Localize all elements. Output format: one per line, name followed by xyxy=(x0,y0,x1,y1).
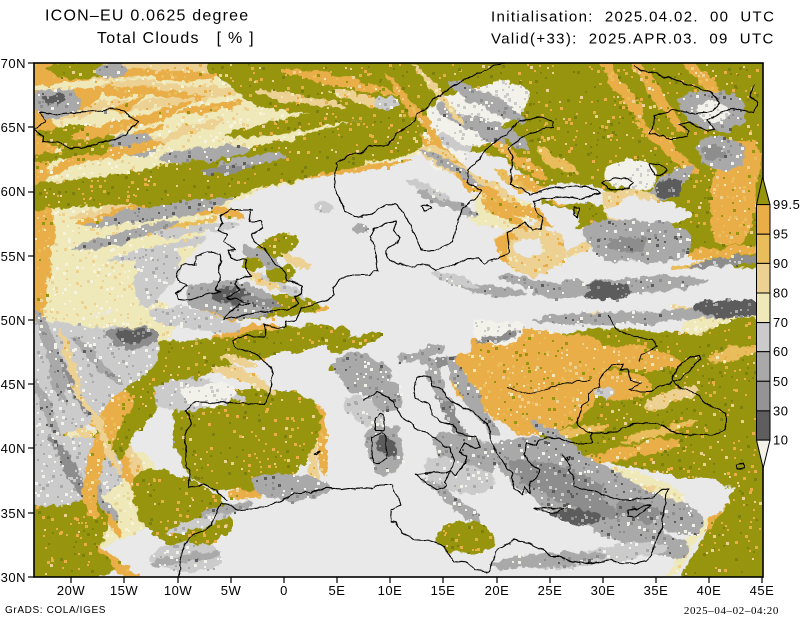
svg-text:20W: 20W xyxy=(57,583,85,598)
svg-text:10W: 10W xyxy=(164,583,192,598)
svg-text:5W: 5W xyxy=(221,583,242,598)
svg-text:15W: 15W xyxy=(110,583,138,598)
svg-text:55N: 55N xyxy=(1,249,26,264)
svg-text:80: 80 xyxy=(773,286,788,301)
svg-text:0: 0 xyxy=(280,583,288,598)
svg-text:Initialisation: 2025.04.02.: Initialisation: 2025.04.02. 00 UTC xyxy=(491,9,775,26)
svg-text:45E: 45E xyxy=(750,583,775,598)
svg-text:35N: 35N xyxy=(1,506,26,521)
svg-text:Total Clouds [ % ]: Total Clouds [ % ] xyxy=(97,30,255,47)
svg-text:90: 90 xyxy=(773,256,788,271)
svg-text:ICON–EU 0.0625 degree: ICON–EU 0.0625 degree xyxy=(45,8,249,25)
svg-text:70: 70 xyxy=(773,315,788,330)
svg-text:65N: 65N xyxy=(1,120,26,135)
svg-text:20E: 20E xyxy=(485,583,510,598)
svg-text:70N: 70N xyxy=(1,56,26,71)
svg-text:10: 10 xyxy=(773,433,788,448)
svg-text:25E: 25E xyxy=(538,583,563,598)
svg-text:99.5: 99.5 xyxy=(773,197,800,212)
svg-text:15E: 15E xyxy=(431,583,456,598)
svg-text:30E: 30E xyxy=(591,583,616,598)
svg-text:95: 95 xyxy=(773,227,788,242)
svg-text:GrADS: COLA/IGES: GrADS: COLA/IGES xyxy=(5,605,106,616)
svg-text:40E: 40E xyxy=(697,583,722,598)
svg-text:10E: 10E xyxy=(378,583,403,598)
svg-text:45N: 45N xyxy=(1,377,26,392)
svg-text:35E: 35E xyxy=(644,583,669,598)
svg-text:60: 60 xyxy=(773,344,788,359)
svg-text:30: 30 xyxy=(773,403,788,418)
svg-text:Valid(+33): 2025.APR.03. 09: Valid(+33): 2025.APR.03. 09 UTC xyxy=(491,31,775,48)
svg-text:30N: 30N xyxy=(1,570,26,585)
svg-text:40N: 40N xyxy=(1,441,26,456)
svg-text:50N: 50N xyxy=(1,313,26,328)
svg-text:60N: 60N xyxy=(1,184,26,199)
svg-text:2025–04–02–04:20: 2025–04–02–04:20 xyxy=(684,605,779,617)
svg-text:50: 50 xyxy=(773,374,788,389)
svg-text:5E: 5E xyxy=(329,583,346,598)
